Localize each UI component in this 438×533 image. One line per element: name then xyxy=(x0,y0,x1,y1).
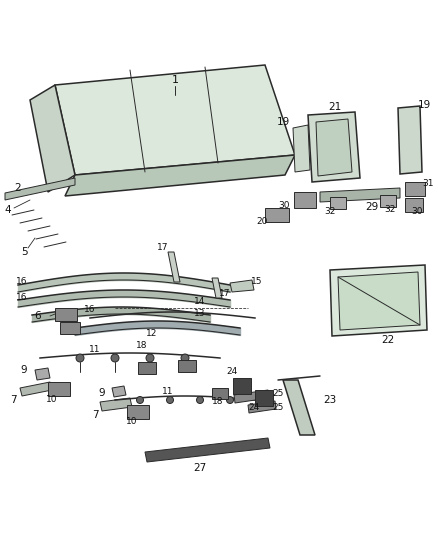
Polygon shape xyxy=(5,178,75,200)
Polygon shape xyxy=(320,188,400,202)
Text: 7: 7 xyxy=(92,410,98,420)
Text: 32: 32 xyxy=(324,207,336,216)
Polygon shape xyxy=(293,125,310,172)
Polygon shape xyxy=(145,438,270,462)
Text: 5: 5 xyxy=(22,247,28,257)
FancyBboxPatch shape xyxy=(405,198,423,212)
Polygon shape xyxy=(234,390,269,403)
Polygon shape xyxy=(100,398,132,411)
Polygon shape xyxy=(212,278,222,298)
Text: 25: 25 xyxy=(272,389,284,398)
Text: 17: 17 xyxy=(157,244,169,253)
Text: 9: 9 xyxy=(99,388,105,398)
Polygon shape xyxy=(316,119,352,176)
Polygon shape xyxy=(248,401,276,413)
Text: 25: 25 xyxy=(272,402,284,411)
Polygon shape xyxy=(338,272,420,330)
Text: 6: 6 xyxy=(35,311,41,321)
Text: 10: 10 xyxy=(126,417,138,426)
Circle shape xyxy=(146,354,154,362)
Text: 20: 20 xyxy=(256,217,268,227)
Polygon shape xyxy=(308,112,360,182)
Text: 24: 24 xyxy=(248,403,260,413)
Circle shape xyxy=(111,354,119,362)
Text: 4: 4 xyxy=(5,205,11,215)
FancyBboxPatch shape xyxy=(212,388,228,399)
FancyBboxPatch shape xyxy=(233,378,251,394)
FancyBboxPatch shape xyxy=(255,390,273,406)
Text: 16: 16 xyxy=(84,305,96,314)
Text: 12: 12 xyxy=(146,328,158,337)
FancyBboxPatch shape xyxy=(178,360,196,372)
FancyBboxPatch shape xyxy=(405,182,425,196)
FancyBboxPatch shape xyxy=(138,362,156,374)
Text: 7: 7 xyxy=(10,395,16,405)
Polygon shape xyxy=(55,65,295,175)
Text: 18: 18 xyxy=(212,398,224,407)
Polygon shape xyxy=(283,380,315,435)
Polygon shape xyxy=(30,85,75,192)
Text: 29: 29 xyxy=(365,202,378,212)
FancyBboxPatch shape xyxy=(60,322,80,334)
Polygon shape xyxy=(35,368,50,380)
Text: 2: 2 xyxy=(15,183,21,193)
Text: 11: 11 xyxy=(89,345,101,354)
Polygon shape xyxy=(230,280,254,292)
Text: 30: 30 xyxy=(411,206,423,215)
Text: 23: 23 xyxy=(323,395,337,405)
Text: 21: 21 xyxy=(328,102,342,112)
Text: 16: 16 xyxy=(16,278,28,287)
Text: 24: 24 xyxy=(226,367,238,376)
Circle shape xyxy=(226,397,233,403)
Text: 31: 31 xyxy=(422,179,434,188)
Text: 19: 19 xyxy=(276,117,290,127)
Circle shape xyxy=(181,354,189,362)
Circle shape xyxy=(197,397,204,403)
FancyBboxPatch shape xyxy=(380,195,396,207)
Text: 17: 17 xyxy=(219,289,231,298)
Text: 19: 19 xyxy=(417,100,431,110)
FancyBboxPatch shape xyxy=(265,208,289,222)
Polygon shape xyxy=(330,265,427,336)
Polygon shape xyxy=(20,382,52,396)
Polygon shape xyxy=(65,155,295,196)
Circle shape xyxy=(137,397,144,403)
FancyBboxPatch shape xyxy=(55,308,77,321)
Text: 14: 14 xyxy=(194,297,206,306)
Text: 11: 11 xyxy=(162,387,174,397)
Circle shape xyxy=(76,354,84,362)
Polygon shape xyxy=(398,106,422,174)
FancyBboxPatch shape xyxy=(48,382,70,396)
Text: 18: 18 xyxy=(136,341,148,350)
Text: 1: 1 xyxy=(172,75,179,85)
Text: 16: 16 xyxy=(16,293,28,302)
Text: 27: 27 xyxy=(193,463,207,473)
Circle shape xyxy=(166,397,173,403)
Text: 10: 10 xyxy=(46,395,58,405)
FancyBboxPatch shape xyxy=(127,405,149,419)
Polygon shape xyxy=(168,252,180,282)
Text: 22: 22 xyxy=(381,335,395,345)
Text: 30: 30 xyxy=(278,201,290,211)
FancyBboxPatch shape xyxy=(330,197,346,209)
FancyBboxPatch shape xyxy=(294,192,316,208)
Text: 32: 32 xyxy=(384,206,396,214)
Polygon shape xyxy=(112,386,126,397)
Text: 9: 9 xyxy=(21,365,27,375)
Text: 13: 13 xyxy=(194,309,206,318)
Text: 15: 15 xyxy=(251,278,263,287)
